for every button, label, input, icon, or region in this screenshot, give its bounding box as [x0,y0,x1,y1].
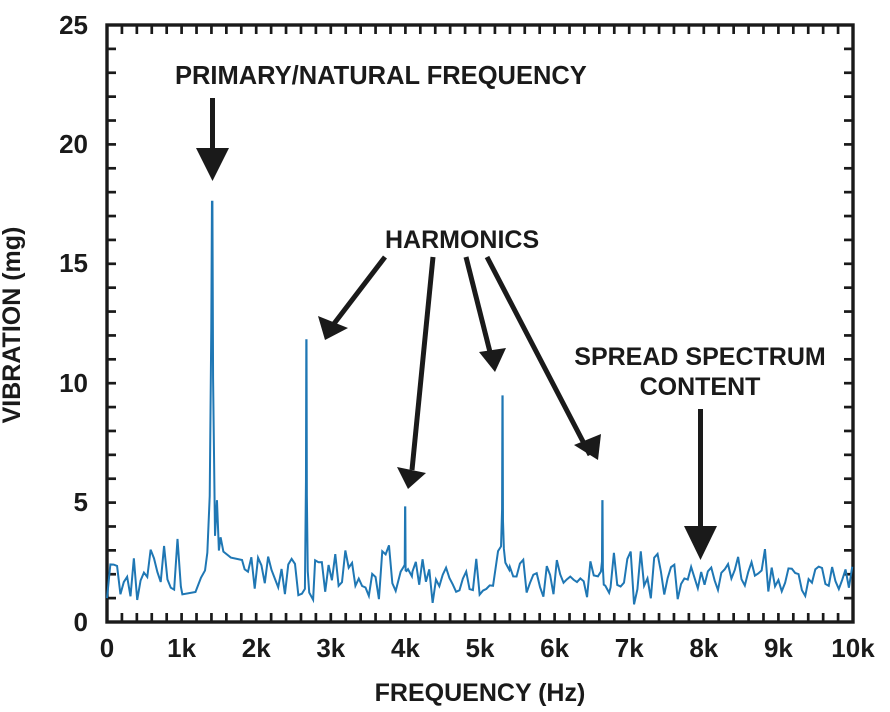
svg-text:15: 15 [59,248,88,278]
svg-text:25: 25 [59,10,88,40]
svg-text:7k: 7k [615,633,644,663]
svg-text:0: 0 [100,633,114,663]
svg-text:10k: 10k [831,633,875,663]
svg-text:4k: 4k [391,633,420,663]
svg-text:FREQUENCY (Hz): FREQUENCY (Hz) [375,679,586,707]
svg-text:2k: 2k [242,633,271,663]
svg-text:9k: 9k [764,633,793,663]
svg-text:CONTENT: CONTENT [640,373,761,401]
svg-text:SPREAD SPECTRUM: SPREAD SPECTRUM [574,343,825,371]
svg-text:1k: 1k [167,633,196,663]
svg-text:8k: 8k [689,633,718,663]
svg-text:6k: 6k [540,633,569,663]
svg-text:3k: 3k [316,633,345,663]
svg-text:20: 20 [59,129,88,159]
svg-text:5k: 5k [466,633,495,663]
svg-text:VIBRATION (mg): VIBRATION (mg) [0,227,26,424]
svg-text:HARMONICS: HARMONICS [385,226,539,254]
svg-text:10: 10 [59,368,88,398]
svg-text:0: 0 [74,607,88,637]
svg-text:PRIMARY/NATURAL FREQUENCY: PRIMARY/NATURAL FREQUENCY [175,62,587,90]
svg-text:5: 5 [74,487,88,517]
